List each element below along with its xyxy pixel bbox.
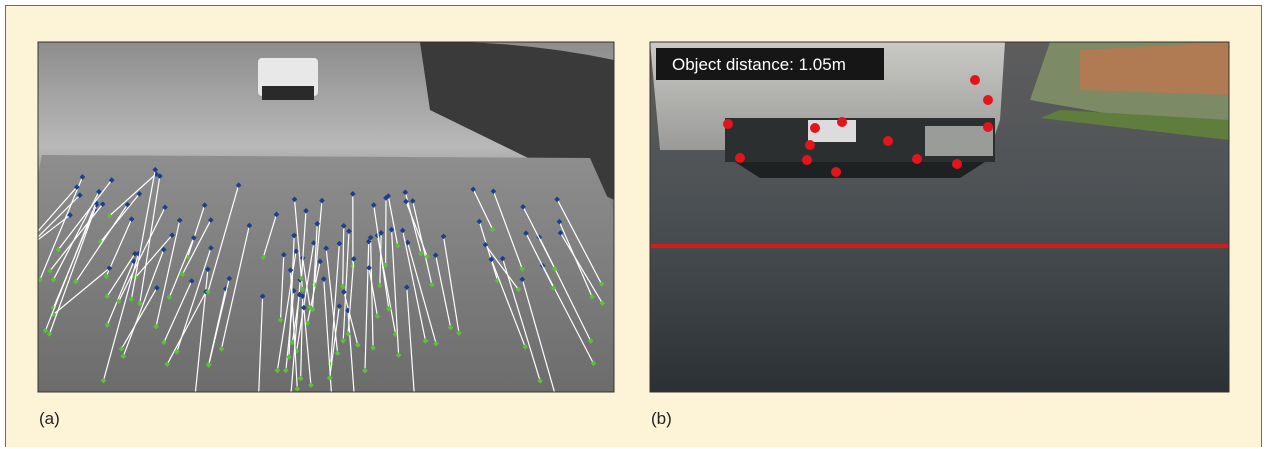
feature-point xyxy=(329,399,335,405)
panel-a-image xyxy=(13,42,614,428)
panel-b-image xyxy=(650,42,1229,392)
feature-point xyxy=(31,238,37,244)
feature-point xyxy=(412,399,418,405)
feature-point xyxy=(287,401,293,407)
feature-point xyxy=(255,417,261,423)
panel-label: (a) xyxy=(39,409,60,428)
distance-overlay: Object distance: 1.05m xyxy=(672,55,846,74)
panel-label: (b) xyxy=(651,409,672,428)
feature-point xyxy=(13,254,19,260)
feature-point xyxy=(555,402,561,408)
figure: Object distance: 1.05m (a) (b) xyxy=(0,0,1268,449)
feature-point xyxy=(354,422,360,428)
feature-point xyxy=(15,253,21,259)
feature-point xyxy=(192,394,198,400)
